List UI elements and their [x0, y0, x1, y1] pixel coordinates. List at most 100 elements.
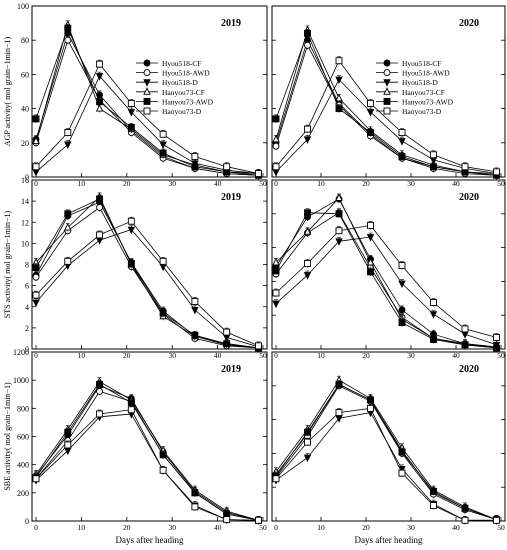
series-line — [275, 32, 497, 176]
y-tick-label: 16 — [21, 176, 29, 185]
series-line — [35, 220, 259, 347]
legend-label: Hanyou73-AWD — [162, 97, 214, 106]
series-Hyou518-D — [272, 232, 501, 350]
data-point — [398, 306, 406, 314]
data-point — [493, 333, 500, 341]
data-point — [461, 163, 469, 171]
data-point — [32, 291, 40, 299]
data-point — [64, 36, 72, 44]
plot-frame — [271, 179, 506, 350]
data-point — [223, 340, 231, 348]
x-tick-label: 20 — [362, 179, 370, 188]
data-point — [96, 231, 104, 239]
data-point — [367, 268, 374, 276]
y-tick-label: 12 — [21, 218, 29, 227]
data-point — [159, 257, 167, 265]
data-point — [398, 138, 406, 146]
data-point — [159, 141, 167, 150]
data-point — [96, 60, 104, 68]
legend-label: Hanyou73-CF — [402, 88, 445, 97]
series-line — [275, 224, 497, 338]
data-point — [32, 115, 40, 123]
data-point — [398, 262, 406, 270]
series-line — [275, 383, 497, 520]
legend-marker — [383, 87, 391, 95]
series-line — [275, 407, 497, 521]
data-point — [64, 141, 72, 150]
series-line — [275, 212, 497, 349]
data-point — [223, 163, 231, 171]
data-point — [32, 299, 40, 308]
series-Hanyou73-D — [32, 405, 262, 525]
y-tick-label: 8 — [25, 261, 29, 270]
series-line — [35, 381, 259, 521]
data-point — [335, 76, 343, 85]
data-point — [191, 163, 199, 171]
year-label: 2019 — [221, 18, 241, 29]
data-point — [461, 516, 469, 524]
data-point — [461, 504, 469, 512]
series-line — [35, 196, 259, 349]
series-line — [35, 390, 259, 521]
x-tick-label: 40 — [452, 179, 460, 188]
data-point — [367, 221, 374, 229]
data-point — [159, 149, 167, 157]
series-line — [35, 198, 259, 349]
data-point — [96, 410, 104, 418]
legend-label: Hyou518-CF — [402, 59, 442, 68]
data-point — [398, 129, 406, 136]
y-tick-label: 1200 — [13, 348, 29, 357]
data-point — [335, 210, 343, 218]
data-point — [191, 331, 199, 339]
legend-label: Hyou518-CF — [162, 59, 202, 68]
data-point — [64, 129, 72, 136]
x-tick-label: 10 — [317, 179, 325, 188]
data-point — [32, 273, 40, 281]
series-line — [35, 63, 259, 174]
legend-label: Hanyou73-AWD — [402, 97, 454, 106]
y-tick-label: 80 — [21, 36, 29, 45]
data-point — [191, 153, 199, 160]
series-Hanyou73-D — [32, 59, 262, 178]
data-point — [32, 136, 40, 145]
legend-label: Hanyou73-D — [162, 107, 202, 116]
data-point — [255, 170, 262, 178]
x-tick-label: 10 — [78, 179, 86, 188]
x-tick-label: 50 — [497, 351, 505, 360]
data-point — [304, 29, 311, 37]
data-point — [272, 142, 280, 150]
series-line — [275, 44, 497, 176]
data-point — [272, 300, 280, 309]
data-point — [127, 217, 135, 225]
data-point — [191, 306, 199, 315]
data-point — [303, 227, 312, 235]
data-point — [64, 441, 72, 449]
data-point — [127, 399, 135, 407]
panel-2: 0 10 20 30 40 50 2020 Hyou518-CFHyou518-AWDHyou… — [271, 5, 506, 188]
data-point — [335, 193, 343, 201]
legend-marker — [383, 79, 391, 87]
data-point — [191, 503, 199, 511]
data-point — [64, 257, 72, 265]
data-point — [367, 129, 374, 136]
data-point — [398, 319, 406, 327]
data-point — [335, 93, 343, 102]
x-tick-label: 30 — [168, 523, 176, 532]
series-line — [35, 409, 259, 521]
legend-marker — [143, 79, 151, 87]
x-tick-label: 40 — [214, 523, 222, 532]
series-line — [35, 39, 259, 176]
series-line — [275, 59, 497, 173]
data-point — [303, 136, 312, 144]
data-point — [96, 380, 104, 388]
y-tick-label: 4 — [25, 303, 29, 312]
y-tick-label: 100 — [17, 2, 29, 11]
x-tick-label: 30 — [407, 179, 415, 188]
data-point — [430, 299, 437, 306]
year-label: 2019 — [221, 192, 241, 203]
x-tick-label: 20 — [123, 523, 131, 532]
data-point — [32, 264, 40, 272]
y-tick-label: 6 — [25, 282, 29, 291]
